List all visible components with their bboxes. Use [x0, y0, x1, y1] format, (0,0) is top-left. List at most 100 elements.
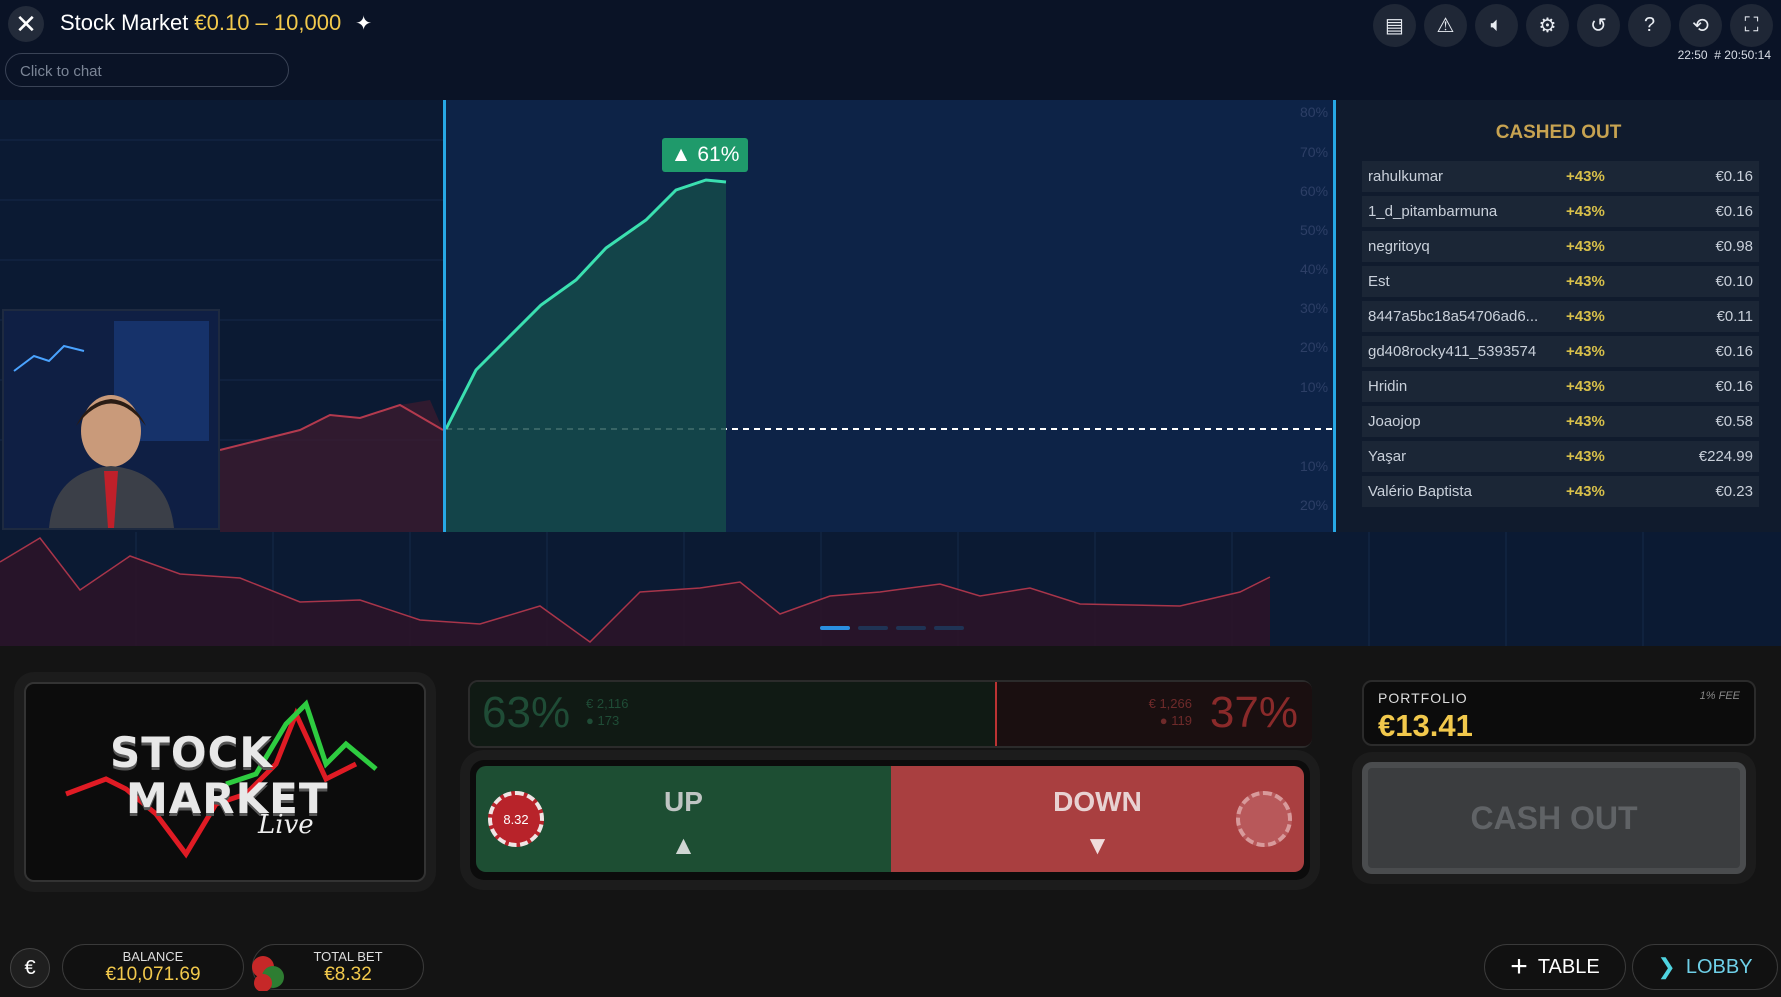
list-item: Yaşar +43% €224.99	[1362, 441, 1759, 472]
chat-input[interactable]: Click to chat	[5, 53, 289, 87]
chart-grid	[0, 139, 444, 532]
player-amount: €0.16	[1715, 378, 1753, 395]
lobby-label: LOBBY	[1685, 955, 1753, 978]
list-item: Valério Baptista +43% €0.23	[1362, 476, 1759, 507]
down-button[interactable]: DOWN ▼	[891, 766, 1304, 872]
balance: BALANCE €10,071.69	[62, 944, 244, 990]
axis-label: 20%	[1300, 497, 1329, 513]
up-amount: € 2,116	[586, 696, 628, 711]
player-pct: +43%	[1566, 483, 1605, 500]
total-bet-label: TOTAL BET	[313, 949, 383, 964]
settings-icon[interactable]: ⚙	[1526, 4, 1569, 47]
axis-label: 50%	[1300, 222, 1329, 238]
chat-icon[interactable]: ▤	[1373, 4, 1416, 47]
axis-label: 60%	[1300, 183, 1329, 199]
game-logo: STOCK MARKET Live	[24, 682, 426, 882]
axis-label: 10%	[1300, 379, 1329, 395]
sentiment-down: € 1,266 ● 119 37%	[995, 682, 1312, 746]
player-amount: €0.98	[1715, 238, 1753, 255]
portfolio: PORTFOLIO €13.41 1% FEE	[1362, 680, 1756, 746]
sentiment-bar: 63% € 2,116 ● 173 € 1,266 ● 119 37%	[468, 680, 1312, 748]
plus-icon: +	[1510, 950, 1528, 983]
chip-value: 8.32	[503, 811, 529, 827]
game-name: Stock Market	[60, 10, 189, 35]
player-pct: +43%	[1566, 308, 1605, 325]
up-players-value: 173	[597, 713, 620, 728]
game-title: Stock Market €0.10 – 10,000 ✦	[60, 10, 372, 36]
history-icon[interactable]: ↺	[1577, 4, 1620, 47]
history-chart	[0, 532, 1781, 646]
list-item: rahulkumar +43% €0.16	[1362, 161, 1759, 192]
player-pct: +43%	[1566, 273, 1605, 290]
up-players: ● 173	[586, 713, 619, 728]
sentiment-up: 63% € 2,116 ● 173	[470, 682, 995, 746]
player-name: Yaşar	[1368, 448, 1407, 465]
player-pct: +43%	[1566, 343, 1605, 360]
player-pct: +43%	[1566, 448, 1605, 465]
player-name: 8447a5bc18a54706ad6...	[1368, 308, 1539, 325]
user-icon: ●	[586, 713, 594, 728]
logo-line-1: STOCK	[110, 728, 273, 777]
logo-line-3: Live	[258, 810, 314, 840]
alert-icon[interactable]: ⚠	[1424, 4, 1467, 47]
triangle-up-icon: ▲	[670, 830, 697, 860]
list-item: 8447a5bc18a54706ad6... +43% €0.11	[1362, 301, 1759, 332]
pin-icon[interactable]: ✦	[355, 12, 372, 35]
page-dot[interactable]	[896, 626, 926, 630]
toolbar-icons: ▤ ⚠ 🔈︎ ⚙ ↺ ? ⟲ ⛶	[1373, 4, 1773, 47]
player-amount: €0.16	[1715, 343, 1753, 360]
price-line	[444, 178, 727, 430]
down-percent: 37%	[1209, 688, 1298, 737]
table-label: TABLE	[1537, 955, 1600, 978]
player-amount: €0.23	[1715, 483, 1753, 500]
close-icon: ✕	[15, 8, 37, 39]
cashed-out-panel: CASHED OUT rahulkumar +43% €0.16 1_d_pitam…	[1336, 100, 1781, 532]
player-name: Hridin	[1368, 378, 1408, 395]
empty-chip[interactable]	[1236, 791, 1292, 847]
down-amount-value: 1,266	[1159, 696, 1192, 711]
currency: €	[1148, 696, 1156, 711]
up-percent: 63%	[482, 688, 571, 737]
portfolio-fee: 1% FEE	[1699, 690, 1740, 702]
table-button[interactable]: + TABLE	[1484, 944, 1626, 990]
close-button[interactable]: ✕	[8, 6, 44, 42]
player-pct: +43%	[1566, 413, 1605, 430]
refresh-icon[interactable]: ⟲	[1679, 4, 1722, 47]
chip[interactable]: 8.32	[488, 791, 544, 847]
player-pct: +43%	[1566, 378, 1605, 395]
euro-icon: €	[24, 956, 36, 979]
axis-label: 30%	[1300, 300, 1329, 316]
page-dot[interactable]	[820, 626, 850, 630]
up-button[interactable]: UP ▲ 8.32	[476, 766, 891, 872]
price-chart	[444, 178, 1333, 532]
change-value: 61%	[697, 143, 740, 166]
total-bet-value: €8.32	[324, 964, 372, 985]
player-name: gd408rocky411_5393574	[1368, 343, 1537, 360]
volume-icon[interactable]: 🔈︎	[1475, 4, 1518, 47]
bet-limits: €0.10 – 10,000	[194, 10, 342, 35]
help-icon[interactable]: ?	[1628, 4, 1671, 47]
balance-value: €10,071.69	[105, 964, 201, 985]
up-amount-value: 2,116	[596, 696, 629, 711]
list-item: gd408rocky411_5393574 +43% €0.16	[1362, 336, 1759, 367]
cash-out-button[interactable]: CASH OUT	[1362, 762, 1746, 874]
down-amount: € 1,266	[1149, 696, 1192, 711]
bet-buttons: UP ▲ 8.32 DOWN ▼	[470, 760, 1310, 880]
currency-button[interactable]: €	[10, 948, 50, 988]
time-value: 22:50	[1677, 48, 1708, 62]
page-dot[interactable]	[934, 626, 964, 630]
list-item: Joaojop +43% €0.58	[1362, 406, 1759, 437]
dealer-image	[4, 311, 218, 528]
player-amount: €0.10	[1715, 273, 1753, 290]
page-dot[interactable]	[858, 626, 888, 630]
player-amount: €0.11	[1716, 308, 1753, 325]
lobby-button[interactable]: ❯ LOBBY	[1632, 944, 1778, 990]
page-indicator[interactable]	[820, 626, 964, 630]
player-pct: +43%	[1566, 203, 1605, 220]
history-graph	[0, 532, 1644, 646]
fullscreen-icon[interactable]: ⛶	[1730, 4, 1773, 47]
list-item: Hridin +43% €0.16	[1362, 371, 1759, 402]
round-id: # 20:50:14	[1714, 48, 1771, 62]
user-icon: ●	[1159, 713, 1168, 728]
player-amount: €224.99	[1698, 448, 1753, 465]
